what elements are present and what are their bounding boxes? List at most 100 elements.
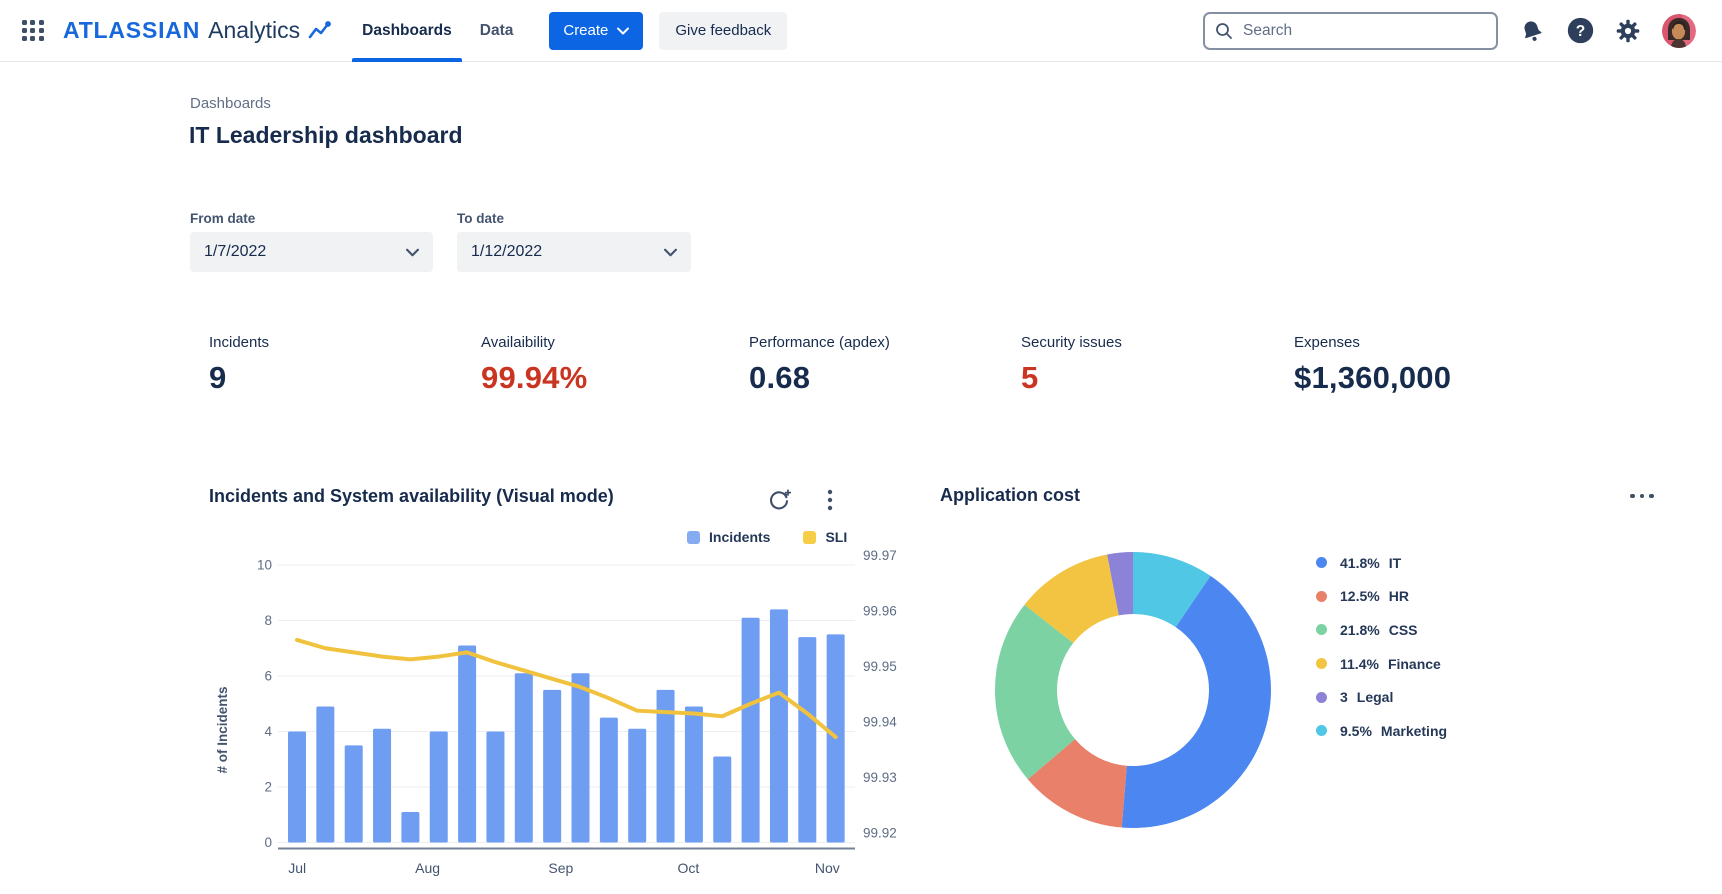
tab-dashboards[interactable]: Dashboards [348,0,466,62]
search-box[interactable] [1203,11,1498,50]
legend-percent: 21.8% [1340,621,1380,638]
svg-text:Oct: Oct [678,860,700,876]
legend-item-incidents[interactable]: Incidents [687,529,770,545]
kpi-expenses: Expenses $1,360,000 [1294,334,1451,396]
donut-slice-css[interactable] [995,604,1076,780]
legend-label: SLI [825,529,848,545]
search-input[interactable] [1241,20,1486,41]
legend-name: Legal [1356,689,1394,706]
create-button[interactable]: Create [549,11,644,50]
settings-gear-icon[interactable] [1614,17,1642,45]
logo-atlassian-text: ATLASSIAN [63,17,201,43]
kpi-label: Availaibility [481,334,555,351]
legend-name: CSS [1388,621,1418,638]
atlassian-analytics-logo[interactable]: ATLASSIAN Analytics [63,17,332,44]
donut-legend: 41.8% IT 12.5% HR 21.8% CSS 11.4% Finance 3 Legal… [1316,546,1447,748]
legend-name: Finance [1387,655,1441,672]
analytics-chart-icon [308,19,332,43]
legend-dot [1316,691,1327,703]
donut-slice-it[interactable] [1121,575,1271,828]
legend-dot [1316,590,1327,602]
to-date-label: To date [457,211,504,226]
donut-legend-item-legal[interactable]: 3 Legal [1316,680,1447,714]
refresh-icon[interactable] [766,487,792,513]
svg-text:99.96: 99.96 [863,604,897,619]
user-avatar[interactable] [1662,13,1696,48]
legend-dot [1316,624,1327,636]
chevron-down-icon [617,27,630,34]
donut-legend-item-marketing[interactable]: 9.5% Marketing [1316,714,1447,748]
kpi-label: Security issues [1021,334,1122,351]
legend-percent: 41.8% [1340,554,1380,571]
donut-menu-ellipsis-icon[interactable] [1627,486,1657,506]
tab-data[interactable]: Data [466,0,528,62]
legend-dot [1316,658,1327,670]
breadcrumb[interactable]: Dashboards [190,95,271,112]
to-date-select[interactable]: 1/12/2022 [457,232,691,272]
from-date-value: 1/7/2022 [204,243,267,260]
primary-nav: Dashboards Data [348,0,527,62]
tab-dashboards-label: Dashboards [362,21,452,39]
donut-slice-legal[interactable] [1107,552,1133,616]
donut-legend-item-hr[interactable]: 12.5% HR [1316,580,1447,614]
application-cost-donut [995,552,1271,828]
legend-percent: 9.5% [1340,722,1372,739]
svg-text:99.93: 99.93 [863,770,897,785]
svg-text:99.95: 99.95 [863,659,897,674]
svg-text:10: 10 [257,558,272,573]
kpi-availability: Availaibility 99.94% [481,334,587,396]
sli-line [295,637,838,740]
legend-percent: 3 [1340,689,1348,706]
kpi-performance: Performance (apdex) 0.68 [749,334,890,396]
svg-text:Nov: Nov [815,860,840,876]
chevron-down-icon [664,248,677,256]
bar-chart-title: Incidents and System availability (Visua… [209,486,614,506]
svg-text:?: ? [1575,23,1585,40]
from-date-label: From date [190,211,256,226]
legend-label: Incidents [709,529,771,545]
svg-text:2: 2 [264,780,272,795]
help-icon[interactable]: ? [1566,17,1594,45]
kpi-label: Expenses [1294,334,1360,351]
incident-bars [288,609,845,843]
app-switcher-icon[interactable] [20,18,46,44]
legend-percent: 12.5% [1340,588,1380,605]
create-button-label: Create [563,22,609,39]
to-date-value: 1/12/2022 [471,243,543,260]
kpi-value: $1,360,000 [1294,360,1452,395]
donut-legend-item-it[interactable]: 41.8% IT [1316,546,1447,580]
legend-percent: 11.4% [1340,655,1379,672]
give-feedback-button[interactable]: Give feedback [659,11,788,50]
legend-dot [1316,557,1327,569]
legend-item-sli[interactable]: SLI [803,529,847,545]
donut-legend-item-finance[interactable]: 11.4% Finance [1316,647,1447,681]
kpi-value: 5 [1021,360,1039,395]
donut-slice-hr[interactable] [1027,739,1127,828]
top-navigation-bar: ATLASSIAN Analytics Dashboards Data Crea… [0,0,1722,62]
logo-analytics-text: Analytics [208,17,301,43]
donut-slice-finance[interactable] [1024,554,1119,644]
notifications-bell-icon[interactable] [1518,17,1546,45]
legend-dot [1316,725,1327,737]
svg-text:# of Incidents: # of Incidents [215,686,230,773]
bar-chart-legend: Incidents SLI [687,529,847,545]
legend-swatch [687,530,700,544]
chevron-down-icon [406,248,419,256]
tab-data-label: Data [479,21,514,39]
give-feedback-label: Give feedback [675,22,772,39]
kpi-security-issues: Security issues 5 [1021,334,1122,396]
topbar-right-cluster: ? [1203,11,1722,50]
svg-text:8: 8 [264,613,272,628]
donut-legend-item-css[interactable]: 21.8% CSS [1316,613,1447,647]
legend-name: IT [1388,554,1402,571]
from-date-select[interactable]: 1/7/2022 [190,232,433,272]
donut-slice-marketing[interactable] [1133,552,1211,628]
svg-text:6: 6 [264,669,272,684]
active-tab-underline [352,57,462,62]
kebab-menu-icon[interactable] [817,487,843,513]
kpi-value: 99.94% [481,360,588,395]
svg-text:4: 4 [264,724,272,739]
donut-chart-title: Application cost [940,485,1081,505]
legend-name: Marketing [1380,722,1448,739]
kpi-value: 9 [209,360,227,395]
